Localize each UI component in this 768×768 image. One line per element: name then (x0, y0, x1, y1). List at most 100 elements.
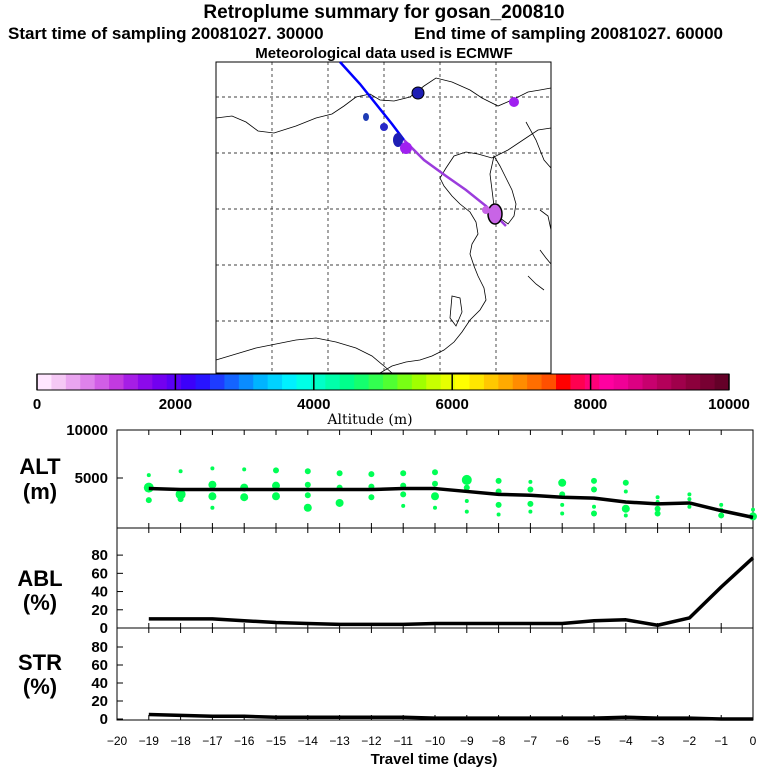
map-marker (400, 142, 412, 154)
scatter-point (654, 510, 661, 517)
colorbar-swatch (512, 374, 528, 390)
map-coastlines (215, 77, 552, 374)
colorbar-swatch (166, 374, 182, 390)
x-tick-label: −13 (329, 734, 350, 748)
x-tick-label: −9 (460, 734, 474, 748)
colorbar-swatch (195, 374, 211, 390)
scatter-point (718, 512, 725, 519)
x-tick-label: −17 (202, 734, 223, 748)
scatter-point (304, 481, 311, 488)
scatter-point (400, 491, 407, 498)
colorbar-swatch (714, 374, 730, 390)
scatter-point (528, 479, 533, 484)
colorbar-swatch (599, 374, 615, 390)
scatter-point (591, 477, 597, 484)
scatter-point (431, 492, 439, 501)
colorbar-swatch (181, 374, 197, 390)
timeseries-panels: ALT(m)500010000ABL(%)020406080STR(%)0204… (17, 422, 757, 748)
map-marker (487, 203, 503, 225)
x-tick-label: −7 (524, 734, 538, 748)
scatter-point (178, 469, 183, 474)
x-tick-label: −6 (555, 734, 569, 748)
scatter-point (591, 510, 597, 517)
colorbar-swatch (469, 374, 485, 390)
y-tick-label: 40 (91, 675, 108, 692)
colorbar-swatch (411, 374, 427, 390)
y-tick-label: 80 (91, 547, 108, 564)
abl-line (148, 556, 755, 628)
panel-label-unit: (%) (23, 590, 57, 615)
y-tick-label: 20 (91, 693, 108, 710)
x-tick-label: −18 (170, 734, 191, 748)
colorbar-swatch (584, 374, 600, 390)
x-tick-label: −11 (393, 734, 413, 748)
colorbar-swatch (109, 374, 124, 390)
scatter-point (560, 511, 565, 516)
scatter-point (495, 477, 502, 484)
x-tick-label: −20 (107, 734, 128, 748)
colorbar-swatch (137, 374, 153, 390)
colorbar-tick-label: 10000 (708, 396, 750, 413)
x-tick-label: −5 (587, 734, 601, 748)
scatter-point (210, 466, 215, 471)
scatter-point (496, 512, 501, 517)
scatter-point (751, 507, 755, 512)
scatter-point (495, 501, 502, 508)
map-marker (363, 113, 369, 121)
scatter-point (654, 505, 661, 512)
colorbar-swatch (455, 374, 470, 390)
colorbar-swatch (426, 374, 442, 390)
map-marker (482, 206, 490, 214)
scatter-point (272, 481, 280, 490)
colorbar-ticks: 0 2000 4000 6000 8000 10000 (33, 374, 750, 413)
panel-label: ABL (17, 566, 62, 591)
str-line (148, 712, 753, 721)
colorbar-swatch (570, 374, 586, 390)
x-tick-label: −12 (361, 734, 382, 748)
panel-label: STR (18, 650, 62, 675)
colorbar-swatch (94, 374, 110, 390)
colorbar-swatch (80, 374, 96, 390)
scatter-point (145, 497, 152, 504)
scatter-point (623, 489, 628, 494)
scatter-point (335, 498, 344, 507)
scatter-point (304, 492, 311, 499)
panel-label-unit: (m) (23, 479, 57, 504)
scatter-point (336, 470, 343, 477)
y-tick-label: 60 (91, 565, 108, 582)
scatter-point (687, 492, 692, 497)
scatter-point (400, 470, 407, 477)
scatter-point (368, 494, 375, 501)
colorbar-tick-label: 0 (33, 396, 41, 413)
y-tick-label: 0 (100, 711, 108, 728)
x-tick-label: −3 (651, 734, 665, 748)
scatter-point (273, 467, 279, 474)
x-tick-label: −19 (139, 734, 160, 748)
colorbar-swatch (51, 374, 67, 390)
x-tick-label: −4 (619, 734, 633, 748)
map-panel (215, 61, 552, 374)
colorbar-swatch (397, 374, 413, 390)
colorbar-swatch (541, 374, 557, 390)
chart-title: Retroplume summary for gosan_200810 (203, 2, 565, 23)
scatter-point (623, 513, 628, 518)
colorbar-swatch (656, 374, 672, 390)
scatter-point (146, 473, 151, 478)
trajectory-northwest (339, 61, 405, 141)
y-tick-label: 10000 (66, 422, 108, 439)
map-marker (393, 133, 403, 147)
met-data-label: Meteorological data used is ECMWF (255, 45, 513, 62)
colorbar-swatch (642, 374, 658, 390)
colorbar-swatch (210, 374, 225, 390)
x-tick-label: −10 (425, 734, 446, 748)
colorbar-swatch (483, 374, 499, 390)
map-gridlines (216, 62, 551, 373)
colorbar-swatch (224, 374, 240, 390)
abl-plot-frame (116, 527, 754, 629)
scatter-point (175, 489, 186, 500)
scatter-point (461, 474, 472, 485)
scatter-point (210, 505, 215, 510)
scatter-point (464, 499, 469, 504)
scatter-point (433, 505, 437, 510)
